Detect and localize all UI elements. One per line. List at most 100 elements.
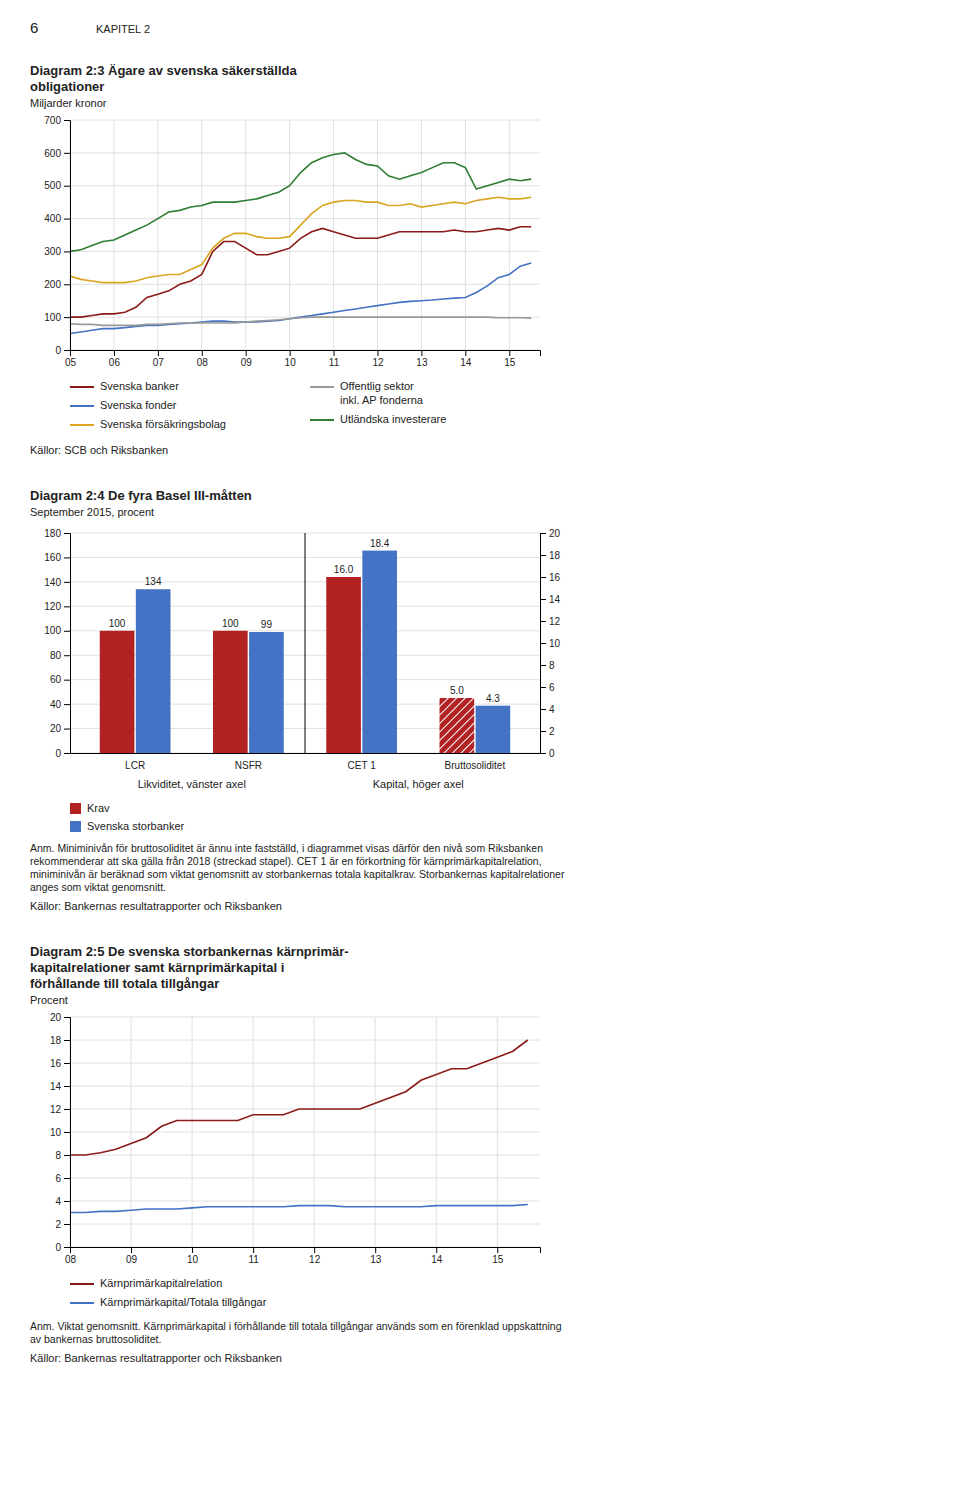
bar <box>100 631 135 753</box>
grid-line <box>377 120 378 350</box>
chart-subtitle-line: Procent <box>30 994 68 1006</box>
tick-label: 14 <box>431 1254 443 1265</box>
y-axis: 0100200300400500600700 <box>44 115 70 356</box>
tick-label: 300 <box>44 246 61 257</box>
tick-label: 20 <box>50 1012 62 1023</box>
x-axis: 0506070809101112131415 <box>65 350 541 368</box>
tick-label: 80 <box>50 650 62 661</box>
tick-label: 4 <box>549 704 555 715</box>
tick-label: 500 <box>44 180 61 191</box>
group-label: Kapital, höger axel <box>373 778 464 790</box>
tick-label: 100 <box>44 312 61 323</box>
grid-line <box>314 1017 315 1247</box>
bar <box>440 698 475 753</box>
tick-label: 2 <box>55 1219 61 1230</box>
source-line: Källor: Bankernas resultatrapporter och … <box>30 900 282 912</box>
tick-mark <box>540 731 546 732</box>
chart: Diagram 2:5 De svenska storbankernas kär… <box>30 944 562 1364</box>
legend-swatch <box>70 1283 94 1285</box>
tick: 15 <box>504 350 516 368</box>
bar <box>136 589 171 753</box>
tick: 8 <box>55 1150 70 1161</box>
tick: 09 <box>126 1247 138 1265</box>
tick-label: LCR <box>125 760 145 771</box>
tick: 160 <box>44 552 70 563</box>
tick: 20 <box>50 723 70 734</box>
tick: 08 <box>197 350 209 368</box>
legend-label-line: Svenska försäkringsbolag <box>100 418 226 430</box>
tick-mark <box>64 317 70 318</box>
bar <box>249 632 284 753</box>
tick-mark <box>540 643 546 644</box>
tick-label: 10 <box>549 638 561 649</box>
tick: 14 <box>431 1247 443 1265</box>
legend-label-line: inkl. AP fonderna <box>340 394 424 406</box>
chart-title: Diagram 2:4 De fyra Basel III-måtten <box>30 488 252 503</box>
line-series <box>70 227 531 317</box>
legend-swatch <box>70 386 94 388</box>
tick: 18 <box>50 1035 70 1046</box>
chart-title-line: Diagram 2:4 De fyra Basel III-måtten <box>30 488 252 503</box>
tick-label: 400 <box>44 213 61 224</box>
chart-subtitle: Miljarder kronor <box>30 97 107 109</box>
grid-line <box>70 1132 540 1133</box>
tick-mark <box>540 709 546 710</box>
note-line: Anm. Viktat genomsnitt. Kärnprimärkapita… <box>30 1320 562 1332</box>
tick: 15 <box>492 1247 504 1265</box>
tick-mark <box>64 704 70 705</box>
grid-line <box>157 120 158 350</box>
chart-subtitle-line: September 2015, procent <box>30 506 154 518</box>
tick-label: 12 <box>372 357 384 368</box>
tick-mark <box>64 582 70 583</box>
axis-line <box>71 1248 541 1254</box>
tick: CET 1 <box>348 760 377 771</box>
group-label-line: Kapital, höger axel <box>373 778 464 790</box>
tick: 140 <box>44 577 70 588</box>
grid-line <box>436 1017 437 1247</box>
note-line: anges som viktat genomsnitt. <box>30 881 166 893</box>
tick: LCR <box>125 760 145 771</box>
tick: 300 <box>44 246 70 257</box>
page-title: 6 <box>30 19 38 36</box>
tick-label: 60 <box>50 674 62 685</box>
tick-mark <box>64 1178 70 1179</box>
axis-line <box>64 534 71 754</box>
tick-label: 140 <box>44 577 61 588</box>
tick-mark <box>290 350 291 356</box>
axis-line <box>541 534 547 754</box>
chart-title-line: förhållande till totala tillgångar <box>30 976 219 991</box>
legend: KravSvenska storbanker <box>70 802 185 832</box>
tick: 08 <box>65 1247 77 1265</box>
tick-mark <box>540 621 546 622</box>
legend-swatch <box>70 803 81 814</box>
tick-mark <box>540 599 546 600</box>
axis-line <box>71 351 541 357</box>
tick-mark <box>540 555 546 556</box>
tick-mark <box>64 680 70 681</box>
tick-label: 700 <box>44 115 61 126</box>
x-axis: LCRNSFRCET 1Bruttosoliditet <box>71 754 541 772</box>
tick-mark <box>421 350 422 356</box>
grid-line <box>70 1040 540 1041</box>
plot-area <box>70 153 531 334</box>
data-label: 100 <box>222 618 239 629</box>
tick-mark <box>64 284 70 285</box>
tick: 4 <box>540 704 555 715</box>
axis-line <box>64 1018 71 1248</box>
tick: 0 <box>55 345 70 356</box>
tick-mark <box>314 1247 315 1253</box>
tick-mark <box>64 631 70 632</box>
tick-mark <box>436 1247 437 1253</box>
note-line: av bankernas bruttosoliditet. <box>30 1333 161 1345</box>
tick-label: 13 <box>416 357 428 368</box>
legend-label: Kärnprimärkapital/Totala tillgångar <box>100 1296 267 1308</box>
tick: 6 <box>540 682 555 693</box>
tick-label: 05 <box>65 357 77 368</box>
chapter-line: KAPITEL 2 <box>96 23 150 35</box>
tick: 11 <box>248 1247 259 1265</box>
tick: 120 <box>44 601 70 612</box>
legend-label: Svenska banker <box>100 380 179 392</box>
grid-line <box>70 1155 540 1156</box>
grid-line <box>70 218 540 219</box>
tick: 10 <box>540 638 561 649</box>
